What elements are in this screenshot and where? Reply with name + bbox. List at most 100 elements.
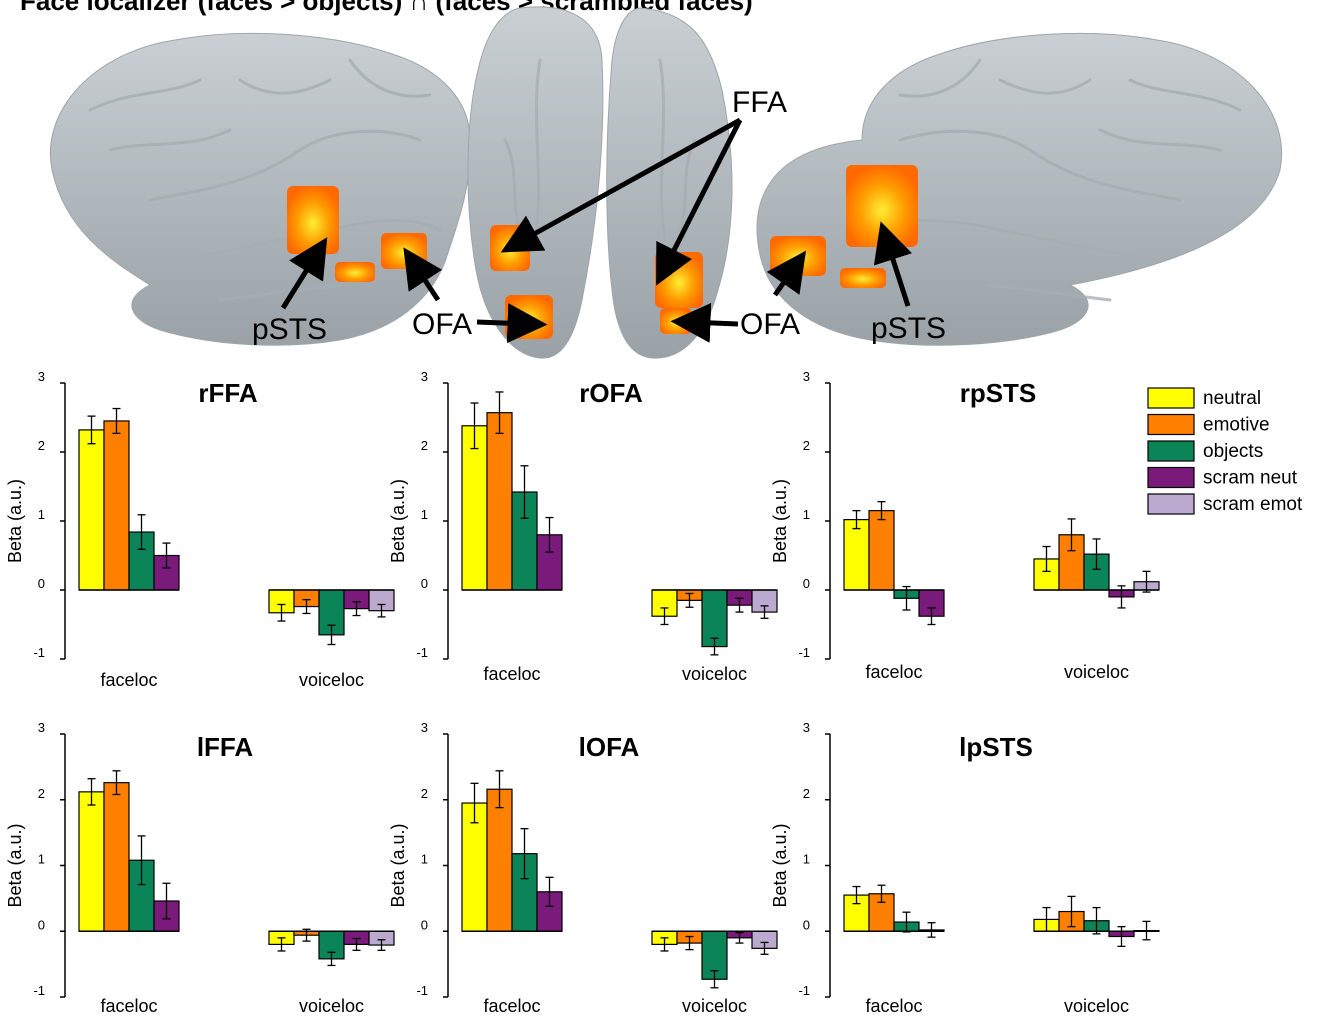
y-tick-label: 1: [803, 507, 810, 522]
label-ofa-right: OFA: [740, 308, 800, 341]
y-tick-label: 2: [38, 786, 45, 801]
panel-rpSTS: -1 0 1 2 3 Beta (a.u.) rpSTS faceloc voiceloc: [770, 369, 1160, 682]
y-tick-label: 1: [421, 507, 428, 522]
category-label: faceloc: [100, 996, 157, 1016]
arrow-ffa-1: [500, 117, 742, 253]
activation-right-ofa: [505, 295, 553, 339]
legend-swatch-emotive: [1147, 413, 1195, 436]
panel-lpSTS: -1 0 1 2 3 Beta (a.u.) lpSTS faceloc voiceloc: [770, 720, 1160, 1016]
panel-title: lFFA: [197, 732, 254, 762]
y-tick-label: 3: [38, 720, 45, 735]
legend-label: objects: [1203, 441, 1263, 462]
legend-swatch-scram-neut: [1147, 466, 1195, 489]
bar-emotive-faceloc: [868, 510, 895, 591]
brain-right-lateral: [756, 32, 1283, 346]
y-tick-label: 2: [421, 786, 428, 801]
category-label: faceloc: [483, 664, 540, 684]
y-tick-label: -1: [798, 983, 810, 998]
label-psts-left: pSTS: [252, 313, 327, 346]
bar-chart-panels: -1 0 1 2 3 Beta (a.u.) rFFA faceloc voiceloc -1 0 1…: [5, 369, 1160, 1016]
y-tick-label: 1: [421, 852, 428, 867]
y-tick-label: 0: [38, 576, 45, 591]
y-axis-label: Beta (a.u.): [388, 823, 408, 907]
bar-neutral-faceloc: [461, 802, 488, 932]
y-tick-label: 3: [803, 720, 810, 735]
legend-label: emotive: [1203, 415, 1270, 436]
bar-neutral-faceloc: [461, 425, 488, 591]
label-ofa-left: OFA: [412, 308, 472, 341]
legend-label: scram neut: [1203, 468, 1298, 489]
arrow-psts-left: [280, 237, 328, 310]
activation-right-ventral: [840, 268, 886, 288]
y-tick-label: 0: [421, 917, 428, 932]
y-tick-label: 0: [38, 917, 45, 932]
y-tick-label: 2: [803, 786, 810, 801]
bar-emotive-faceloc: [103, 420, 130, 591]
arrow-psts-right: [873, 221, 912, 307]
arrow-ofa-left: [403, 247, 443, 302]
y-axis-label: Beta (a.u.): [5, 479, 25, 563]
legend-label: scram emot: [1203, 494, 1303, 515]
y-tick-label: 0: [803, 917, 810, 932]
bar-objects-voiceloc: [701, 589, 728, 648]
category-label: voiceloc: [1064, 662, 1129, 682]
arrow-ofa-mid-left: [476, 303, 548, 344]
y-tick-label: 3: [421, 369, 428, 384]
category-label: voiceloc: [1064, 996, 1129, 1016]
activation-left-ofa: [381, 233, 427, 269]
panel-lOFA: -1 0 1 2 3 Beta (a.u.) lOFA faceloc voiceloc: [388, 720, 778, 1016]
category-label: voiceloc: [299, 670, 364, 690]
category-label: faceloc: [100, 670, 157, 690]
bar-emotive-faceloc: [486, 412, 513, 591]
category-label: voiceloc: [299, 996, 364, 1016]
y-tick-label: -1: [416, 645, 428, 660]
y-tick-label: -1: [33, 983, 45, 998]
category-label: faceloc: [865, 662, 922, 682]
label-ffa: FFA: [732, 86, 787, 119]
panel-title: rpSTS: [960, 378, 1037, 408]
panel-title: rFFA: [198, 378, 257, 408]
y-tick-label: -1: [798, 645, 810, 660]
y-tick-label: 2: [421, 438, 428, 453]
y-tick-label: 0: [803, 576, 810, 591]
arrow-ffa-2: [656, 118, 743, 286]
y-axis-label: Beta (a.u.): [388, 479, 408, 563]
bar-emotive-faceloc: [103, 782, 130, 932]
y-tick-label: 3: [803, 369, 810, 384]
y-axis-label: Beta (a.u.): [770, 823, 790, 907]
legend-swatch-neutral: [1147, 387, 1195, 409]
arrow-ofa-right: [766, 250, 807, 297]
y-tick-label: 2: [803, 438, 810, 453]
activation-left-ventral: [335, 262, 375, 282]
panel-rFFA: -1 0 1 2 3 Beta (a.u.) rFFA faceloc voiceloc: [5, 369, 395, 690]
y-tick-label: 3: [38, 369, 45, 384]
y-tick-label: 0: [421, 576, 428, 591]
activation-right-ffa: [490, 225, 530, 271]
y-axis-label: Beta (a.u.): [5, 823, 25, 907]
activation-right-ofa-lateral: [770, 236, 826, 276]
panel-lFFA: -1 0 1 2 3 Beta (a.u.) lFFA faceloc voiceloc: [5, 720, 395, 1016]
panel-title: lpSTS: [959, 732, 1033, 762]
legend-swatch-objects: [1147, 440, 1195, 462]
legend-label: neutral: [1203, 388, 1261, 409]
bar-neutral-faceloc: [843, 519, 870, 591]
legend-swatch-scram-emot: [1147, 493, 1195, 515]
category-label: voiceloc: [682, 664, 747, 684]
y-tick-label: -1: [416, 983, 428, 998]
category-label: voiceloc: [682, 996, 747, 1016]
label-psts-right: pSTS: [871, 312, 946, 345]
y-tick-label: 3: [421, 720, 428, 735]
brain-left-lateral: [49, 32, 471, 346]
y-tick-label: 1: [38, 507, 45, 522]
y-tick-label: 1: [38, 852, 45, 867]
activation-left-ffa: [655, 252, 703, 308]
panel-rOFA: -1 0 1 2 3 Beta (a.u.) rOFA faceloc voiceloc: [388, 369, 778, 684]
arrows: [280, 117, 912, 344]
activation-left-psts: [287, 186, 339, 254]
panel-title: rOFA: [579, 378, 643, 408]
y-axis-label: Beta (a.u.): [770, 479, 790, 563]
bar-scram-neut-faceloc: [918, 589, 945, 617]
panel-title: lOFA: [579, 732, 640, 762]
activation-left-ofa-ventral: [660, 308, 692, 334]
